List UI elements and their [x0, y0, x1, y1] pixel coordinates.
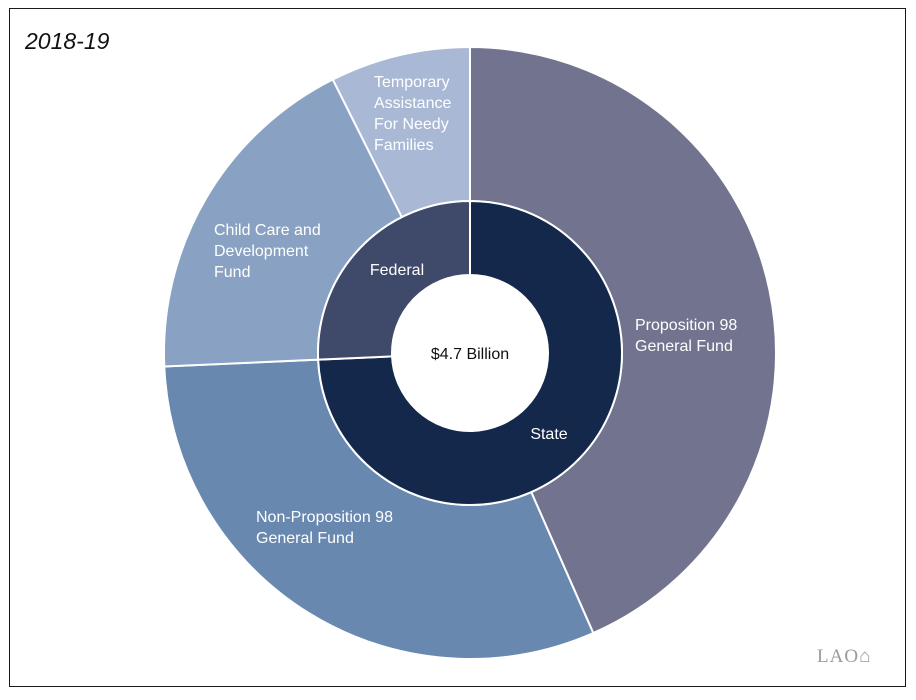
- logo-text: LAO: [817, 646, 860, 667]
- inner-label-state: State: [530, 426, 567, 443]
- inner-slice-federal: [317, 199, 471, 361]
- inner-label-federal: Federal: [370, 262, 424, 279]
- outer-label-temporary-assistance-for-needy-families: Temporary Assistance For Needy Families: [374, 74, 451, 154]
- outer-label-proposition-98-general-fund: Proposition 98 General Fund: [635, 317, 737, 355]
- outer-label-non-proposition-98-general-fund: Non-Proposition 98 General Fund: [256, 509, 393, 547]
- center-total-label: $4.7 Billion: [431, 346, 509, 363]
- dome-icon: ⌂: [859, 646, 872, 667]
- lao-logo: LAO⌂: [817, 646, 871, 668]
- outer-label-child-care-and-development-fund: Child Care and Development Fund: [214, 222, 321, 281]
- chart-title: 2018-19: [25, 28, 110, 54]
- donut-hole: [392, 275, 548, 431]
